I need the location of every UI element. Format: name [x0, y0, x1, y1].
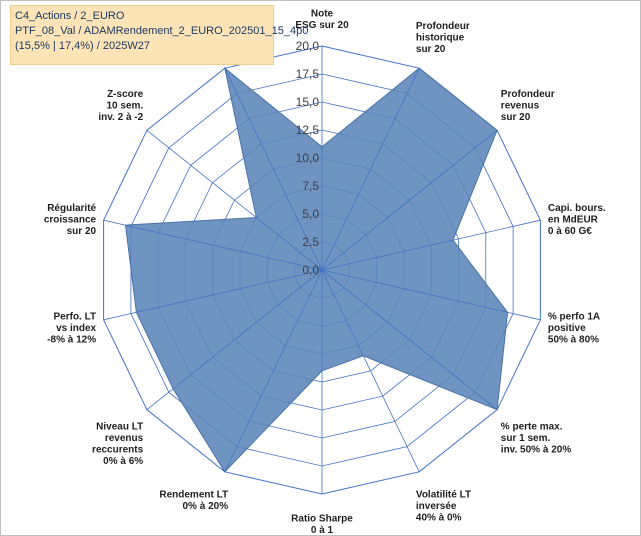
axis-label-line: % perfo 1A — [548, 312, 600, 323]
info-line-3: (15,5% | 17,4%) / 2025W27 — [15, 40, 150, 52]
tick-label: 15,0 — [296, 95, 320, 109]
axis-spoke — [146, 269, 323, 411]
axis-label-line: sur 20 — [501, 112, 531, 123]
axis-label-line: Volatilité LT — [416, 489, 471, 500]
axis-spoke — [321, 129, 498, 271]
info-line-1: C4_Actions / 2_EURO — [15, 10, 125, 22]
axis-label: % perte max.sur 1 sem.inv. 50% à 20% — [501, 422, 572, 456]
axis-label-line: revenus — [501, 100, 540, 111]
tick-label: 7,5 — [302, 179, 319, 193]
axis-label-line: sur 20 — [416, 44, 446, 55]
axis-label-line: 0 à 60 G€ — [548, 226, 592, 237]
tick-label: 17,5 — [296, 67, 320, 81]
axis-label-line: revenus — [105, 433, 144, 444]
axis-label-line: Régularité — [47, 203, 96, 214]
axis-label-line: Perfo. LT — [54, 312, 97, 323]
axis-label-line: Note — [311, 9, 334, 20]
axis-label-line: reccurents — [92, 445, 144, 456]
axis-label-line: 40% à 0% — [416, 512, 462, 523]
axis-label-line: historique — [416, 33, 465, 44]
axis-spoke — [321, 68, 420, 271]
axis-label-line: ESG sur 20 — [295, 20, 349, 31]
axis-label-line: positive — [548, 323, 586, 334]
tick-label: 12,5 — [296, 123, 320, 137]
tick-label: 20,0 — [296, 39, 320, 53]
axis-spoke — [321, 219, 541, 271]
portfolio-info-box: C4_Actions / 2_EURO PTF_08_Val / ADAMRen… — [10, 5, 309, 65]
axis-spoke — [146, 129, 323, 271]
axis-label-line: en MdEUR — [548, 215, 599, 226]
axis-label-line: % perte max. — [501, 422, 563, 433]
axis-label-line: croissance — [44, 215, 97, 226]
axis-label-line: vs index — [56, 323, 96, 334]
tick-label: 10,0 — [296, 151, 320, 165]
axis-label-line: -8% à 12% — [47, 335, 96, 346]
axis-label-line: inv. 2 à -2 — [98, 112, 143, 123]
axis-label-line: inversée — [416, 501, 457, 512]
axis-label: Rendement LT0% à 20% — [159, 489, 228, 512]
axis-label-line: 0 à 1 — [311, 525, 334, 536]
axis-label-line: 10 sem. — [106, 100, 143, 111]
tick-label: 5,0 — [302, 207, 319, 221]
radar-spokes — [103, 46, 541, 494]
axis-label-line: inv. 50% à 20% — [501, 445, 572, 456]
axis-label-line: sur 1 sem. — [501, 433, 551, 444]
axis-spoke — [321, 269, 420, 472]
radar-ticks: 0,0 2,5 5,0 7,5 10,0 12,5 15,0 17,5 20,0 — [296, 39, 320, 277]
axis-label-line: Profondeur — [416, 21, 470, 32]
axis-label-line: Profondeur — [501, 89, 555, 100]
axis-spoke — [224, 269, 323, 472]
tick-label: 2,5 — [302, 235, 319, 249]
axis-label-line: Ratio Sharpe — [291, 514, 353, 525]
tick-label: 0,0 — [302, 263, 319, 277]
axis-spoke — [321, 269, 498, 411]
axis-spoke — [224, 68, 323, 271]
axis-label-line: sur 20 — [67, 226, 97, 237]
axis-label-line: 0% à 20% — [183, 501, 229, 512]
axis-spoke — [103, 269, 323, 321]
axis-label-line: 0% à 6% — [103, 456, 143, 467]
axis-label-line: 50% à 80% — [548, 335, 599, 346]
axis-label-line: Z-score — [107, 89, 144, 100]
axis-label-line: Rendement LT — [159, 489, 228, 500]
axis-spoke — [321, 269, 541, 321]
axis-label-line: Capi. bours. — [548, 203, 606, 214]
axis-spoke — [103, 219, 323, 271]
axis-label-line: Niveau LT — [96, 422, 143, 433]
info-line-2: PTF_08_Val / ADAMRendement_2_EURO_202501… — [15, 25, 309, 37]
